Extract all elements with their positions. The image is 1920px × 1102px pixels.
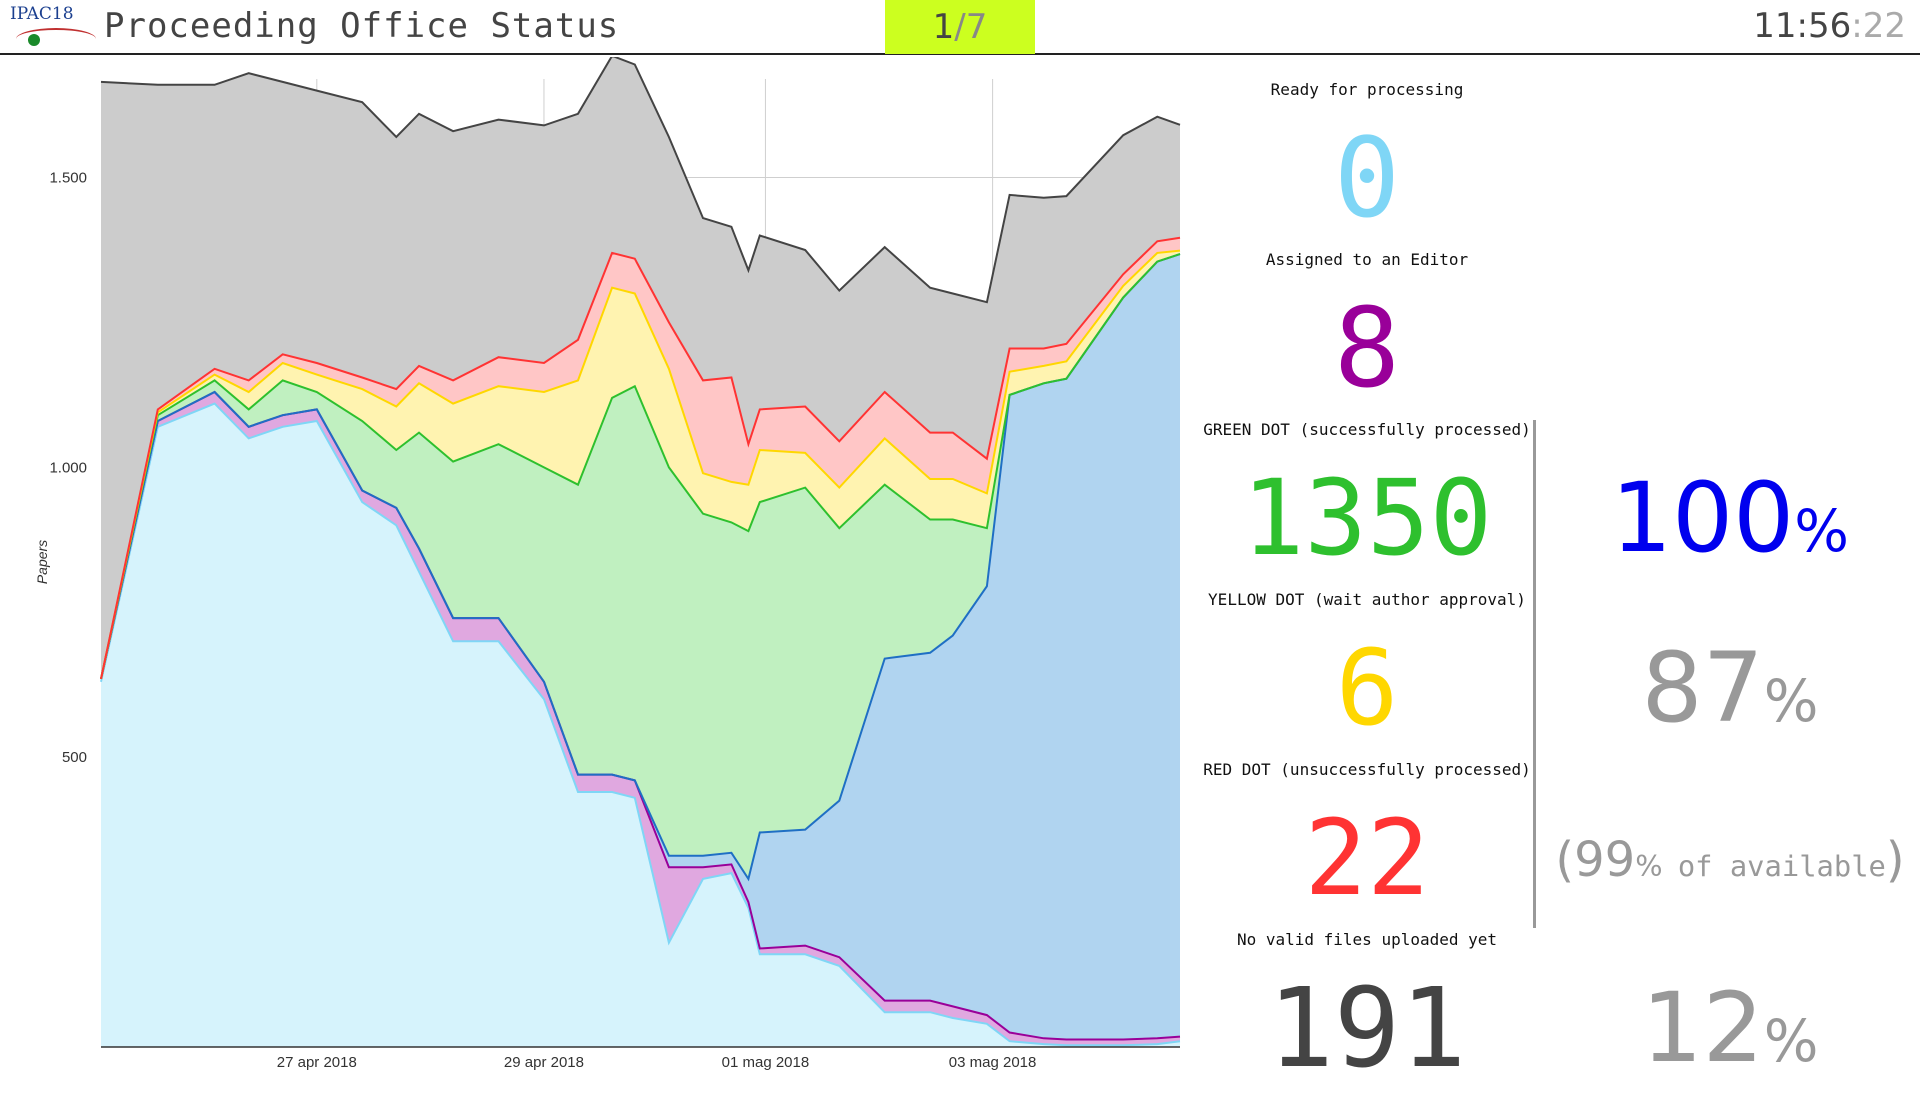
- stat-value-assigned: 8: [1333, 284, 1401, 412]
- series-line-3: [100, 253, 1181, 680]
- clock-hours-minutes: 11:56: [1753, 6, 1852, 46]
- page-indicator[interactable]: 1/7: [885, 0, 1035, 54]
- none-percent: 12%: [1540, 968, 1920, 1102]
- available-percent-value: 99: [1574, 832, 1636, 888]
- yellow-percent-value: 87: [1641, 632, 1764, 744]
- none-percent-sign: %: [1763, 1008, 1819, 1075]
- page-current: 1: [932, 7, 955, 47]
- series-area-4: [101, 250, 1180, 679]
- y-axis-label: Papers: [34, 540, 50, 584]
- clock-seconds-group: :22: [1851, 6, 1906, 46]
- stat-label-yellow: YELLOW DOT (wait author approval): [1208, 590, 1526, 609]
- series-line-5: [100, 236, 1181, 680]
- clock-separator: :: [1851, 6, 1863, 46]
- series-area-5: [101, 237, 1180, 679]
- x-tick-label: 03 mag 2018: [949, 1054, 1037, 1071]
- green-percent-value: 100: [1611, 462, 1795, 574]
- yellow-percent: 87%: [1540, 628, 1920, 762]
- y-tick-label: 500: [62, 749, 87, 766]
- available-text: of available: [1677, 849, 1886, 883]
- page-total: 7: [965, 7, 988, 47]
- stat-value-ready: 0: [1333, 114, 1401, 242]
- available-percent-sign: %: [1635, 849, 1663, 883]
- page-title: Proceeding Office Status: [104, 6, 620, 46]
- header-bar: IPAC18 Proceeding Office Status 1/7 11:5…: [0, 0, 1920, 55]
- series-line-6: [100, 57, 1181, 304]
- green-percent-sign: %: [1794, 498, 1849, 565]
- logo-text: IPAC18: [10, 4, 74, 24]
- stat-label-ready: Ready for processing: [1270, 80, 1464, 99]
- series-area-0: [101, 403, 1180, 1048]
- series-area-2: [101, 254, 1180, 1040]
- clock: 11:56:22: [1753, 6, 1906, 46]
- y-tick-label: 1.000: [49, 459, 87, 476]
- ipac18-logo: IPAC18: [8, 4, 96, 50]
- stat-label-green: GREEN DOT (successfully processed): [1203, 420, 1531, 439]
- chart-axes: 500 1.000 1.500 27 apr 2018 29 apr 2018 01 ma…: [49, 170, 1180, 1071]
- stat-value-yellow: 6: [1335, 627, 1399, 749]
- series-line-0: [100, 402, 1181, 1047]
- x-tick-label: 01 mag 2018: [722, 1054, 810, 1071]
- stat-value-red: 22: [1304, 797, 1430, 919]
- none-percent-value: 12: [1641, 972, 1764, 1084]
- y-tick-label: 1.500: [49, 170, 87, 187]
- stacked-area-chart: 500 1.000 1.500 27 apr 2018 29 apr 2018 01 ma…: [34, 57, 1181, 1071]
- series-area-3: [101, 254, 1180, 879]
- stat-value-none: 191: [1267, 964, 1467, 1092]
- panel-divider: [1533, 420, 1536, 928]
- series-line-2: [100, 253, 1181, 882]
- stat-label-red: RED DOT (unsuccessfully processed): [1203, 760, 1531, 779]
- stat-value-green: 1350: [1241, 457, 1493, 579]
- stat-label-assigned: Assigned to an Editor: [1265, 250, 1469, 269]
- available-close-paren: ): [1885, 832, 1905, 888]
- available-percent: (99% of available): [1540, 820, 1920, 906]
- green-percent: 100%: [1540, 458, 1920, 592]
- chart-lines: [100, 57, 1181, 1047]
- chart-areas: [101, 57, 1180, 1048]
- series-line-4: [100, 249, 1181, 680]
- x-tick-label: 29 apr 2018: [504, 1054, 584, 1071]
- page-separator: /: [954, 7, 966, 47]
- clock-seconds: 22: [1862, 6, 1906, 46]
- yellow-percent-sign: %: [1763, 668, 1819, 735]
- available-open-paren: (: [1555, 832, 1575, 888]
- logo-arc-shape: [16, 28, 96, 50]
- stat-label-none: No valid files uploaded yet: [1236, 930, 1498, 949]
- x-tick-label: 27 apr 2018: [277, 1054, 357, 1071]
- logo-dot-icon: [28, 34, 40, 46]
- series-area-6: [101, 57, 1180, 679]
